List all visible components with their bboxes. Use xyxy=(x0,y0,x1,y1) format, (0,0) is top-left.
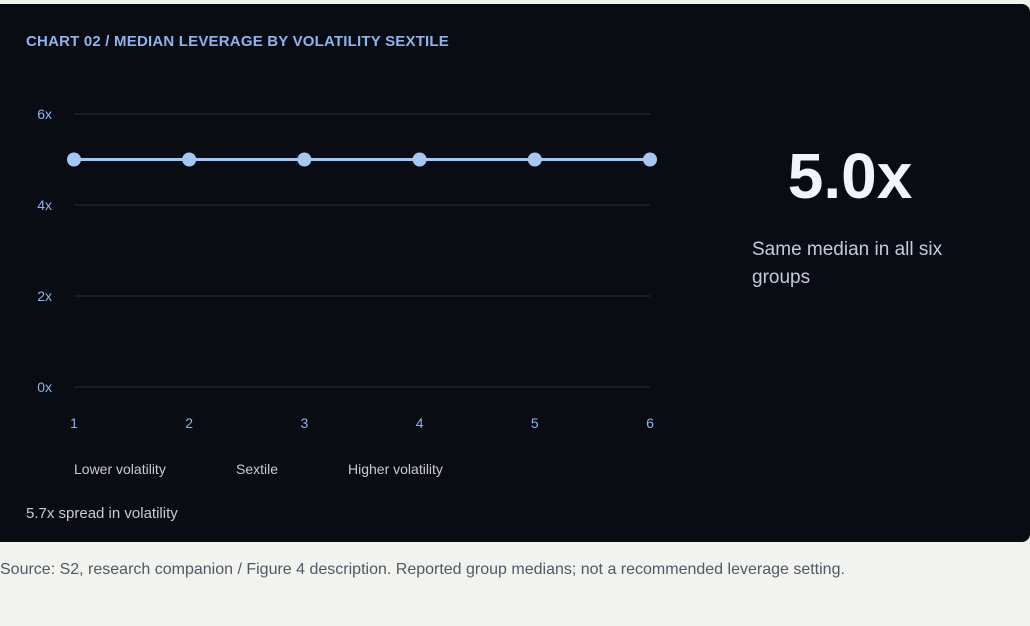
y-tick-label: 2x xyxy=(37,288,52,304)
x-tick-label: 2 xyxy=(185,415,193,431)
data-point xyxy=(182,152,197,167)
x-note-higher-volatility: Higher volatility xyxy=(348,461,443,477)
data-point xyxy=(67,152,81,167)
y-tick-label: 4x xyxy=(37,197,52,213)
y-tick-label: 6x xyxy=(37,106,52,122)
x-tick-label: 1 xyxy=(70,415,78,431)
headline-value: 5.0x xyxy=(787,140,913,212)
headline-caption: Same median in all six groups xyxy=(752,239,943,288)
x-axis-label: Sextile xyxy=(236,461,279,477)
x-tick-label: 6 xyxy=(646,415,654,431)
data-point xyxy=(527,152,542,167)
data-point xyxy=(297,152,312,167)
x-note-lower-volatility: Lower volatility xyxy=(74,461,166,477)
x-tick-label: 4 xyxy=(416,415,424,431)
chart-panel: CHART 02 / MEDIAN LEVERAGE BY VOLATILITY… xyxy=(0,4,1030,542)
source-note: Source: S2, research companion / Figure … xyxy=(0,561,845,578)
data-point xyxy=(643,152,657,167)
y-tick-label: 0x xyxy=(37,379,52,395)
line-chart: 0x 2x 4x 6x 1 2 3 4 5 6 xyxy=(37,106,657,431)
chart-title: CHART 02 / MEDIAN LEVERAGE BY VOLATILITY… xyxy=(26,33,449,50)
spread-note: 5.7x spread in volatility xyxy=(26,505,178,522)
x-tick-label: 5 xyxy=(531,415,539,431)
x-tick-label: 3 xyxy=(301,415,309,431)
data-point xyxy=(412,152,427,167)
